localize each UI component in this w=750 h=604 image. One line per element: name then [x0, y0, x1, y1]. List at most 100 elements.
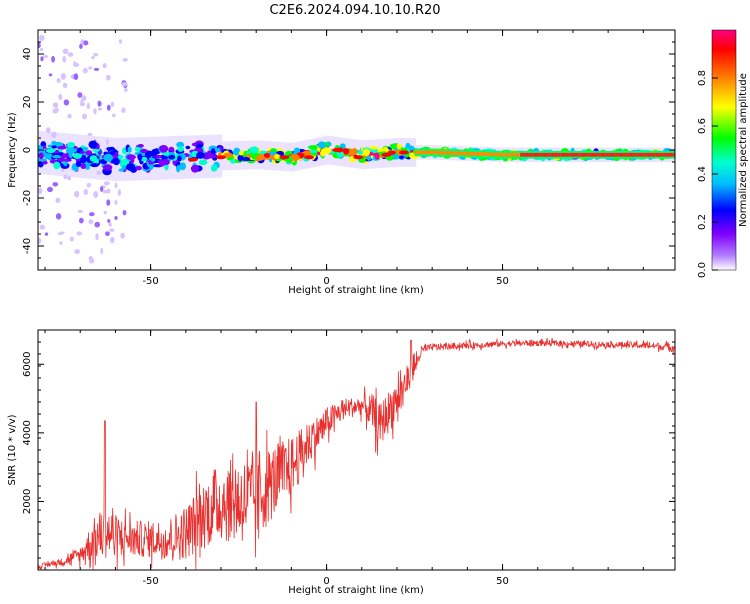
heatmap-blob [366, 155, 372, 161]
heatmap-blob [140, 156, 148, 162]
heatmap-speckle [106, 74, 111, 81]
heatmap-core-inner [414, 150, 417, 155]
heatmap-hotspot [353, 155, 364, 160]
heatmap-blob [137, 153, 143, 161]
heatmap-speckle [67, 52, 74, 57]
heatmap-blob [264, 153, 271, 158]
heatmap-speckle [102, 189, 108, 194]
heatmap-speckle [93, 67, 100, 71]
heatmap-speckle [102, 63, 107, 69]
heatmap-speckle [110, 101, 115, 108]
heatmap-blob [117, 154, 124, 159]
heatmap-speckle [77, 209, 84, 213]
x-tick-label: 0 [323, 576, 329, 587]
heatmap-blob [38, 161, 44, 168]
heatmap-blob [230, 158, 236, 164]
heatmap-speckle [107, 218, 111, 223]
heatmap-blob [121, 165, 127, 170]
heatmap-core-inner [511, 152, 514, 157]
heatmap-speckle [55, 197, 61, 203]
heatmap-speckle [67, 113, 72, 119]
heatmap-core-inner [638, 152, 641, 157]
heatmap-blob [51, 140, 57, 145]
heatmap-blob [190, 164, 200, 173]
heatmap-core-inner [608, 152, 612, 157]
y-tick-label: -20 [22, 190, 33, 206]
x-tick-label: -50 [142, 276, 158, 287]
heatmap-speckle [105, 139, 109, 146]
heatmap-blob [374, 152, 380, 160]
heatmap-core-inner [610, 152, 614, 157]
heatmap-blob [195, 151, 205, 159]
heatmap-speckle [51, 131, 57, 138]
heatmap-core-inner [598, 152, 601, 157]
heatmap-speckle [95, 233, 99, 241]
heatmap-speckle [108, 222, 112, 227]
heatmap-speckle [52, 108, 59, 114]
x-tick-label: -50 [142, 576, 158, 587]
heatmap-blob [51, 145, 57, 149]
heatmap-speckle [83, 188, 88, 196]
heatmap-core-inner [439, 150, 443, 155]
heatmap-core-inner [659, 152, 662, 157]
heatmap-speckle [58, 93, 63, 101]
heatmap-core-inner [416, 150, 419, 155]
heatmap-hotspot [399, 150, 410, 155]
heatmap-core-inner [477, 152, 481, 156]
heatmap-core-inner [423, 150, 426, 155]
heatmap-blob [72, 152, 82, 159]
heatmap-core-inner [458, 151, 462, 156]
heatmap-blob [396, 143, 402, 150]
heatmap-speckle [63, 99, 70, 106]
heatmap-core-inner [499, 152, 502, 157]
heatmap-core-inner [579, 152, 582, 157]
heatmap-blob [398, 155, 405, 160]
heatmap-speckle [67, 176, 72, 181]
heatmap-core-inner [469, 151, 472, 156]
heatmap-blob [135, 165, 142, 171]
heatmap-blob [88, 140, 98, 149]
heatmap-speckle [59, 231, 65, 235]
heatmap-core-inner [528, 152, 531, 157]
heatmap-core-inner [577, 152, 580, 157]
heatmap-speckle [82, 67, 88, 74]
heatmap-core-inner [619, 152, 622, 157]
heatmap-core-inner [465, 151, 468, 156]
heatmap-core-inner [587, 152, 590, 157]
heatmap-blob [127, 146, 132, 153]
heatmap-core-inner [661, 152, 664, 157]
snr-series-line [38, 337, 675, 570]
heatmap-blob [177, 155, 182, 162]
heatmap-core-inner [490, 152, 493, 157]
heatmap-speckle [111, 113, 116, 118]
heatmap-blob [322, 147, 332, 154]
heatmap-speckle [74, 249, 80, 254]
heatmap-blob [151, 149, 157, 157]
heatmap-blob [89, 155, 98, 162]
heatmap-core-inner [625, 152, 628, 157]
heatmap-speckle [55, 213, 62, 220]
heatmap-speckle [86, 182, 91, 188]
heatmap-speckle [59, 241, 63, 245]
heatmap-speckle [103, 210, 108, 215]
heatmap-blob [80, 163, 87, 169]
heatmap-core-inner [572, 152, 576, 157]
heatmap-speckle [77, 92, 83, 98]
heatmap-core-inner [615, 152, 618, 157]
heatmap-core-inner [667, 152, 671, 157]
heatmap-core-inner [471, 151, 474, 156]
heatmap-halo [186, 135, 189, 179]
heatmap-speckle [73, 61, 77, 68]
heatmap-core-inner [425, 150, 428, 155]
heatmap-blob [185, 145, 191, 150]
heatmap-blob [362, 148, 371, 156]
heatmap-core-inner [463, 151, 466, 156]
heatmap-speckle [63, 174, 68, 180]
heatmap-core-inner [642, 152, 645, 157]
heatmap-speckle [93, 52, 99, 57]
heatmap-speckle [110, 236, 115, 244]
heatmap-core-inner [492, 152, 495, 157]
heatmap-speckle [97, 100, 102, 107]
colorbar-tick-label: 0.0 [697, 262, 708, 278]
heatmap-core-inner [549, 152, 552, 157]
